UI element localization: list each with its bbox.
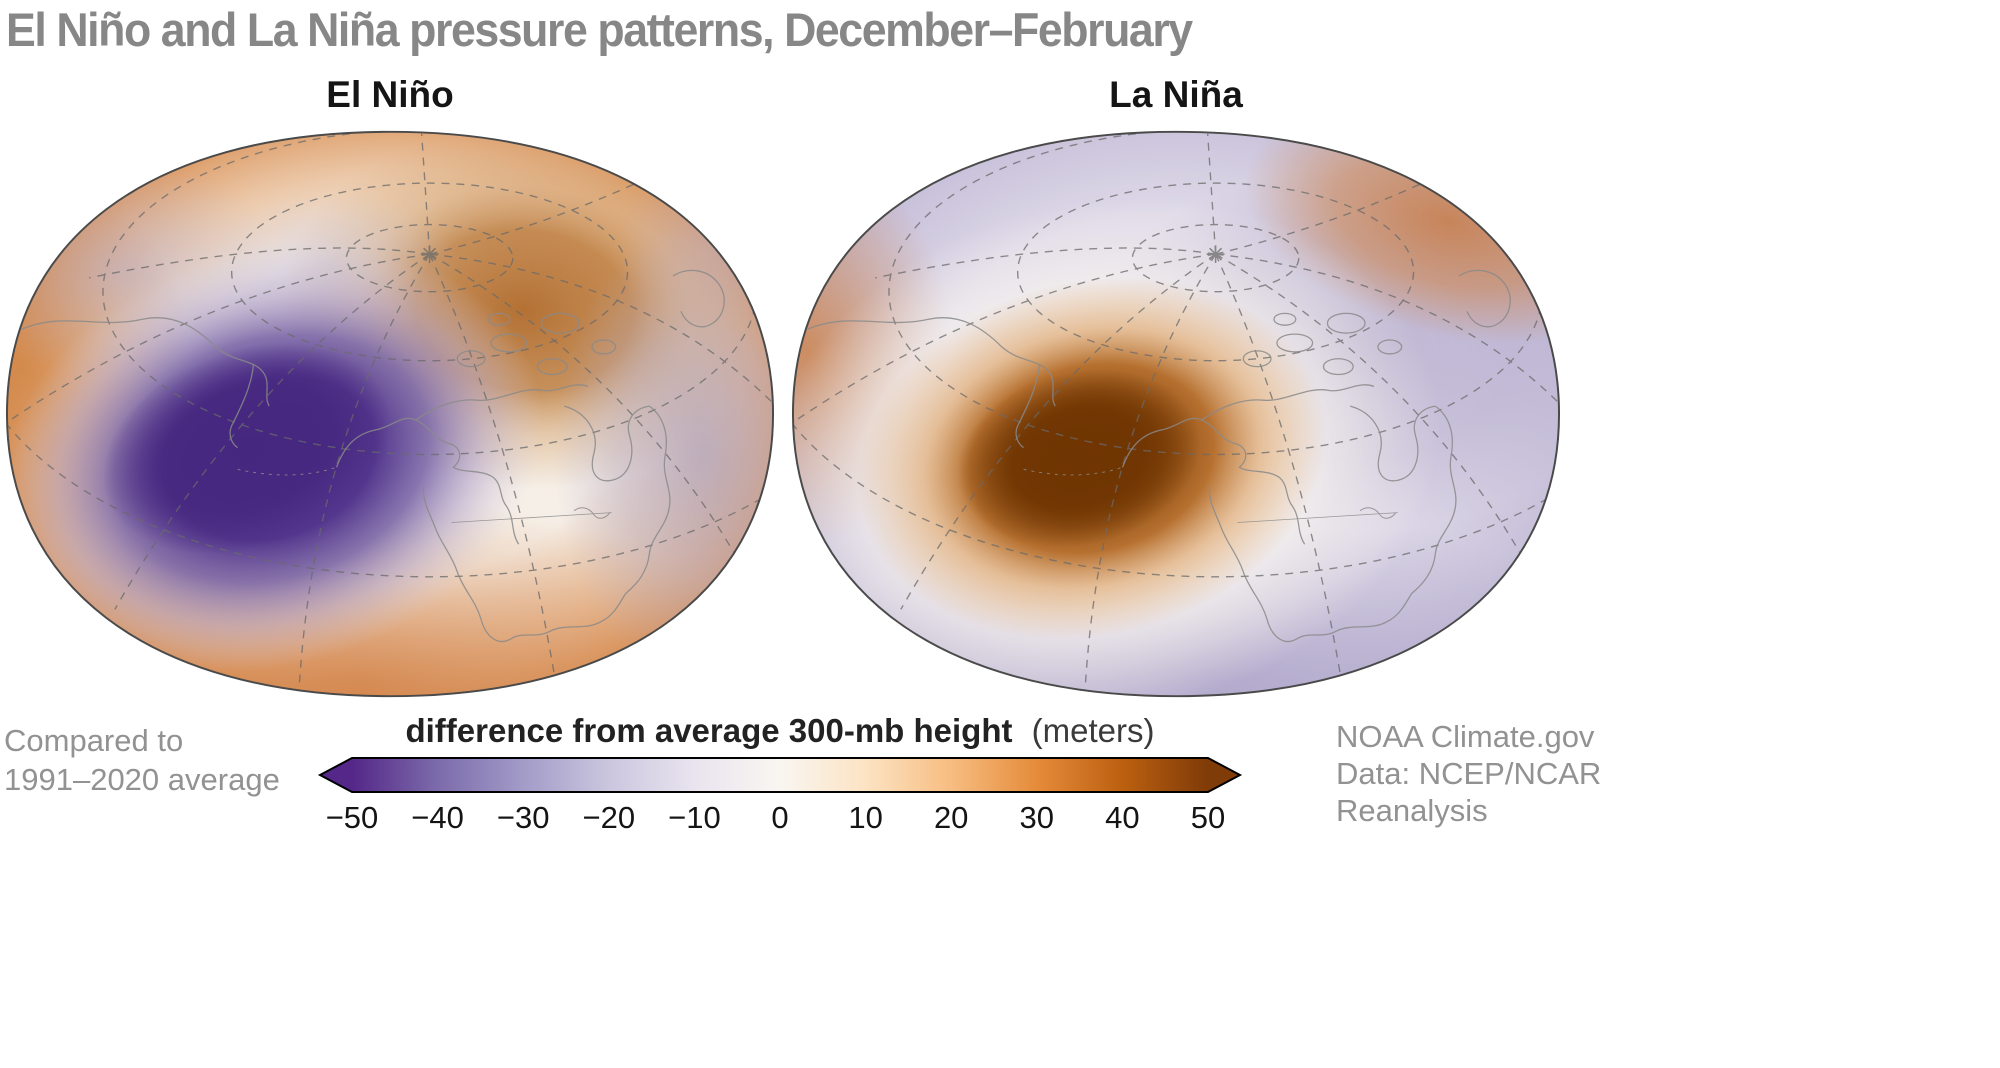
colorbar-tick: −20 xyxy=(582,800,636,835)
data-credit: NOAA Climate.gov Data: NCEP/NCAR Reanaly… xyxy=(1336,718,1601,830)
panel-title-la-nina: La Niña xyxy=(1109,74,1243,115)
baseline-note-line1: Compared to xyxy=(4,723,184,758)
colorbar-tick: −40 xyxy=(411,800,464,835)
colorbar-tick: −30 xyxy=(496,800,550,835)
globe-outline xyxy=(5,130,775,698)
globe-outline xyxy=(791,130,1561,698)
colorbar-ticks: −50 −40 −30 −20 −10 0 10 20 30 40 50 xyxy=(326,800,1226,838)
colorbar-tick: −10 xyxy=(668,800,721,835)
pressure-anomaly-field-la-nina xyxy=(792,131,1560,697)
figure-title: El Niño and La Niña pressure patterns, D… xyxy=(6,3,1193,56)
credit-line3: Reanalysis xyxy=(1336,793,1488,829)
baseline-note: Compared to 1991–2020 average xyxy=(4,722,280,800)
credit-line1: NOAA Climate.gov xyxy=(1336,719,1595,754)
colorbar-tick: 20 xyxy=(933,800,969,835)
map-el-nino xyxy=(4,118,776,710)
baseline-note-line2: 1991–2020 average xyxy=(4,761,280,797)
la-nina-map-svg xyxy=(791,130,1561,698)
pressure-anomaly-field-el-nino xyxy=(6,131,774,697)
colorbar-gradient xyxy=(317,757,1243,793)
el-nino-map-svg xyxy=(5,130,775,698)
colorbar xyxy=(317,757,1243,793)
colorbar-title-units: (meters) xyxy=(1031,712,1155,749)
colorbar-tick: 0 xyxy=(771,800,789,835)
colorbar-tick: 10 xyxy=(848,800,883,835)
credit-line2: Data: NCEP/NCAR xyxy=(1336,756,1602,792)
colorbar-title-bold: difference from average 300-mb height xyxy=(405,712,1013,749)
colorbar-tick: 40 xyxy=(1105,800,1140,835)
colorbar-tick: −50 xyxy=(325,800,379,835)
colorbar-tick: 30 xyxy=(1019,800,1055,835)
panel-title-el-nino: El Niño xyxy=(326,74,454,115)
colorbar-title: difference from average 300-mb height (m… xyxy=(320,712,1240,750)
colorbar-tick: 50 xyxy=(1190,800,1226,835)
map-la-nina xyxy=(790,118,1562,710)
